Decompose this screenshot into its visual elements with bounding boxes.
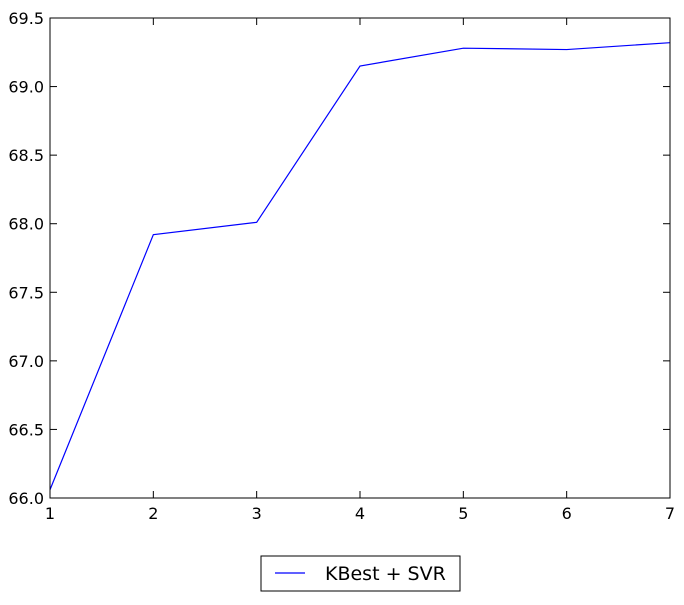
series-layer <box>49 42 671 490</box>
y-tick-label: 68.5 <box>8 146 44 165</box>
y-tick-labels: 66.0 66.5 67.0 67.5 68.0 68.5 69.0 69.5 <box>8 9 44 508</box>
y-tick-label: 66.5 <box>8 420 44 439</box>
x-tick-label: 2 <box>148 504 158 523</box>
y-tick-label: 68.0 <box>8 215 44 234</box>
x-tick-label: 4 <box>355 504 365 523</box>
ticks-layer <box>49 17 671 499</box>
y-tick-label: 69.0 <box>8 78 44 97</box>
legend-label: KBest + SVR <box>325 563 446 585</box>
y-tick-label: 66.0 <box>8 489 44 508</box>
x-tick-label: 7 <box>665 504 675 523</box>
legend: KBest + SVR <box>260 555 461 592</box>
x-tick-label: 1 <box>45 504 55 523</box>
x-tick-labels: 1 2 3 4 5 6 7 <box>45 504 675 523</box>
y-tick-label: 67.5 <box>8 283 44 302</box>
y-tick-label: 67.0 <box>8 352 44 371</box>
x-tick-label: 6 <box>562 504 572 523</box>
plot-frame <box>49 17 671 499</box>
y-tick-label: 69.5 <box>8 9 44 28</box>
x-tick-label: 5 <box>458 504 468 523</box>
series-line <box>49 42 671 490</box>
x-tick-label: 3 <box>252 504 262 523</box>
